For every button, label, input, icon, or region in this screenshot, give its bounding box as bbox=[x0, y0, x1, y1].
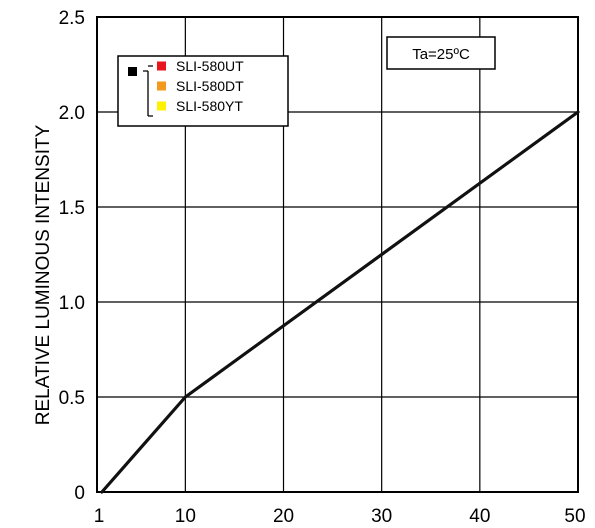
annotation-box bbox=[386, 36, 496, 70]
x-tick-label: 20 bbox=[273, 506, 294, 527]
x-tick-label: 30 bbox=[371, 506, 392, 527]
y-tick-labels: 0 0.5 1.0 1.5 2.0 2.5 bbox=[59, 8, 85, 504]
condition-annotation: Ta=25ºC bbox=[386, 36, 496, 70]
legend: SLI-580UT SLI-580DT SLI-580YT bbox=[117, 55, 289, 127]
y-tick-label: 2.5 bbox=[59, 8, 85, 29]
y-tick-label: 1.0 bbox=[59, 293, 85, 314]
x-tick-label: 40 bbox=[469, 506, 490, 527]
legend-label: SLI-580DT bbox=[176, 78, 244, 94]
y-tick-label: 2.0 bbox=[59, 103, 85, 124]
annotation-text: Ta=25ºC bbox=[412, 46, 470, 63]
y-axis-label: RELATIVE LUMINOUS INTENSITY bbox=[33, 124, 54, 425]
x-tick-label: 50 bbox=[564, 506, 585, 527]
legend-bracket bbox=[143, 65, 153, 117]
legend-label: SLI-580YT bbox=[176, 98, 243, 114]
x-tick-label: 10 bbox=[175, 506, 196, 527]
series-line bbox=[100, 110, 580, 494]
y-tick-label: 1.5 bbox=[59, 198, 85, 219]
x-tick-label: 1 bbox=[94, 506, 105, 527]
legend-group-marker bbox=[128, 67, 137, 76]
series-lines bbox=[100, 110, 580, 494]
plot-frame bbox=[96, 16, 579, 493]
x-tick-labels: 1 10 20 30 40 50 bbox=[94, 506, 586, 527]
legend-box bbox=[117, 55, 289, 127]
y-tick-label: 0 bbox=[74, 483, 85, 504]
y-tick-label: 0.5 bbox=[59, 388, 85, 409]
legend-swatch bbox=[157, 61, 166, 71]
legend-swatch bbox=[157, 101, 166, 111]
legend-swatch bbox=[157, 81, 166, 91]
legend-label: SLI-580UT bbox=[176, 58, 244, 74]
legend-entries: SLI-580UT SLI-580DT SLI-580YT bbox=[157, 58, 244, 114]
